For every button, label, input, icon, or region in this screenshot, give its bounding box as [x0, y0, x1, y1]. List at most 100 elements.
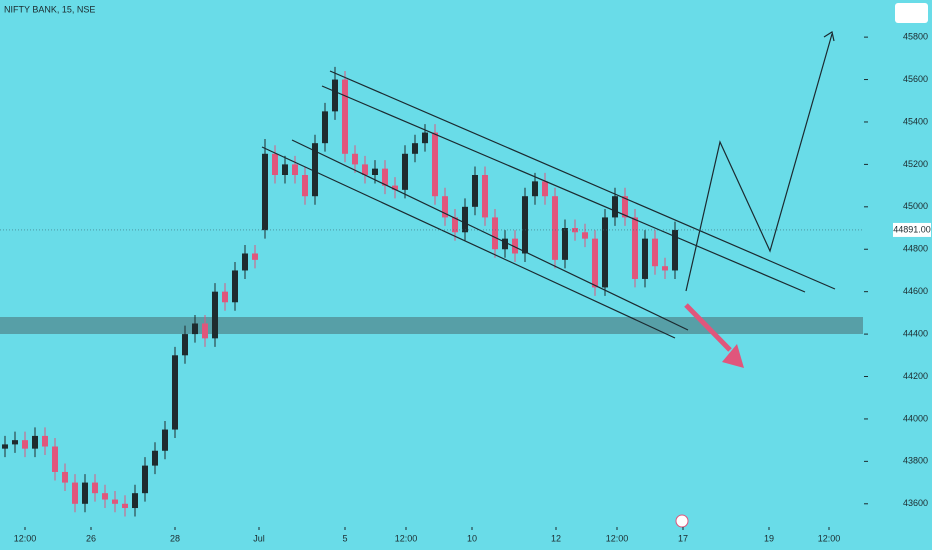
candle-body [542, 181, 548, 197]
candle-body [362, 164, 368, 175]
y-tick-label: 43800 [903, 456, 928, 466]
x-tick-label: 12:00 [818, 533, 841, 543]
x-tick-label: 28 [170, 533, 180, 543]
candle-body [452, 217, 458, 233]
trend-line [329, 70, 836, 290]
candle-body [152, 450, 158, 466]
candle-body [402, 153, 408, 190]
price-label-box [893, 222, 931, 237]
candle-body [482, 175, 488, 218]
candle-body [62, 471, 68, 483]
candle-body [302, 175, 308, 197]
toolbar-button[interactable] [895, 3, 928, 23]
candle-body [82, 482, 88, 504]
candle-body [662, 266, 668, 271]
candles [2, 66, 678, 517]
candle-body [252, 253, 258, 260]
candle-body [332, 79, 338, 112]
x-tick-label: 26 [86, 533, 96, 543]
candle-body [602, 217, 608, 288]
y-tick-label: 44000 [903, 413, 928, 423]
candle-body [2, 444, 8, 449]
x-tick-label: 12:00 [395, 533, 418, 543]
candle-body [172, 355, 178, 430]
candle-body [222, 291, 228, 303]
down-arrow-head [722, 344, 744, 368]
trend-line [261, 146, 676, 339]
candle-body [382, 168, 388, 186]
candle-body [312, 143, 318, 197]
candle-body [72, 482, 78, 504]
candle-body [572, 228, 578, 233]
candle-body [622, 196, 628, 218]
y-tick-label: 44800 [903, 244, 928, 254]
candle-body [642, 238, 648, 279]
candle-body [372, 168, 378, 175]
x-tick-label: 12:00 [606, 533, 629, 543]
candle-body [52, 446, 58, 472]
candle-body [272, 153, 278, 175]
candle-body [202, 323, 208, 339]
candle-body [162, 429, 168, 451]
event-icon [675, 514, 689, 528]
candle-body [462, 206, 468, 233]
drawings [261, 3, 928, 528]
candle-body [192, 323, 198, 335]
support-zone [0, 317, 863, 334]
candle-body [392, 185, 398, 190]
candle-body [342, 79, 348, 154]
y-tick-label: 45000 [903, 201, 928, 211]
candle-body [612, 196, 618, 218]
price-label: 44891.00 [893, 224, 931, 234]
candle-body [552, 196, 558, 260]
down-arrow [684, 303, 732, 352]
arrow-head [823, 31, 835, 42]
y-tick-label: 43600 [903, 498, 928, 508]
candle-body [22, 440, 28, 449]
y-tick-label: 45800 [903, 31, 928, 41]
candle-body [432, 132, 438, 197]
candle-body [112, 499, 118, 504]
candle-body [102, 493, 108, 500]
candle-body [592, 238, 598, 288]
candle-body [322, 111, 328, 144]
candle-body [442, 196, 448, 218]
y-tick-label: 45200 [903, 159, 928, 169]
x-tick-label: 12 [551, 533, 561, 543]
candle-body [412, 143, 418, 154]
candle-body [262, 153, 268, 231]
trend-line [321, 85, 806, 293]
candle-body [562, 228, 568, 260]
candle-body [242, 253, 248, 271]
candle-body [352, 153, 358, 165]
candle-body [472, 175, 478, 207]
y-tick-label: 45600 [903, 74, 928, 84]
candle-body [92, 482, 98, 494]
projection-path [685, 33, 833, 292]
candle-body [32, 435, 38, 449]
candle-body [292, 164, 298, 175]
candle-body [632, 217, 638, 279]
candle-body [582, 232, 588, 239]
chart-title: NIFTY BANK, 15, NSE [4, 4, 95, 14]
candle-body [12, 440, 18, 445]
y-tick-label: 44200 [903, 371, 928, 381]
candle-body [502, 238, 508, 250]
y-tick-label: 44400 [903, 328, 928, 338]
candle-body [492, 217, 498, 250]
candle-body [512, 238, 518, 254]
candle-body [422, 132, 428, 144]
x-tick-label: Jul [253, 533, 265, 543]
trend-line [291, 139, 689, 331]
x-tick-label: 5 [342, 533, 347, 543]
y-tick-label: 45400 [903, 116, 928, 126]
candle-body [652, 238, 658, 267]
candle-body [212, 291, 218, 339]
candle-body [132, 493, 138, 509]
x-tick-label: 17 [678, 533, 688, 543]
candle-body [142, 465, 148, 494]
candle-body [182, 334, 188, 356]
